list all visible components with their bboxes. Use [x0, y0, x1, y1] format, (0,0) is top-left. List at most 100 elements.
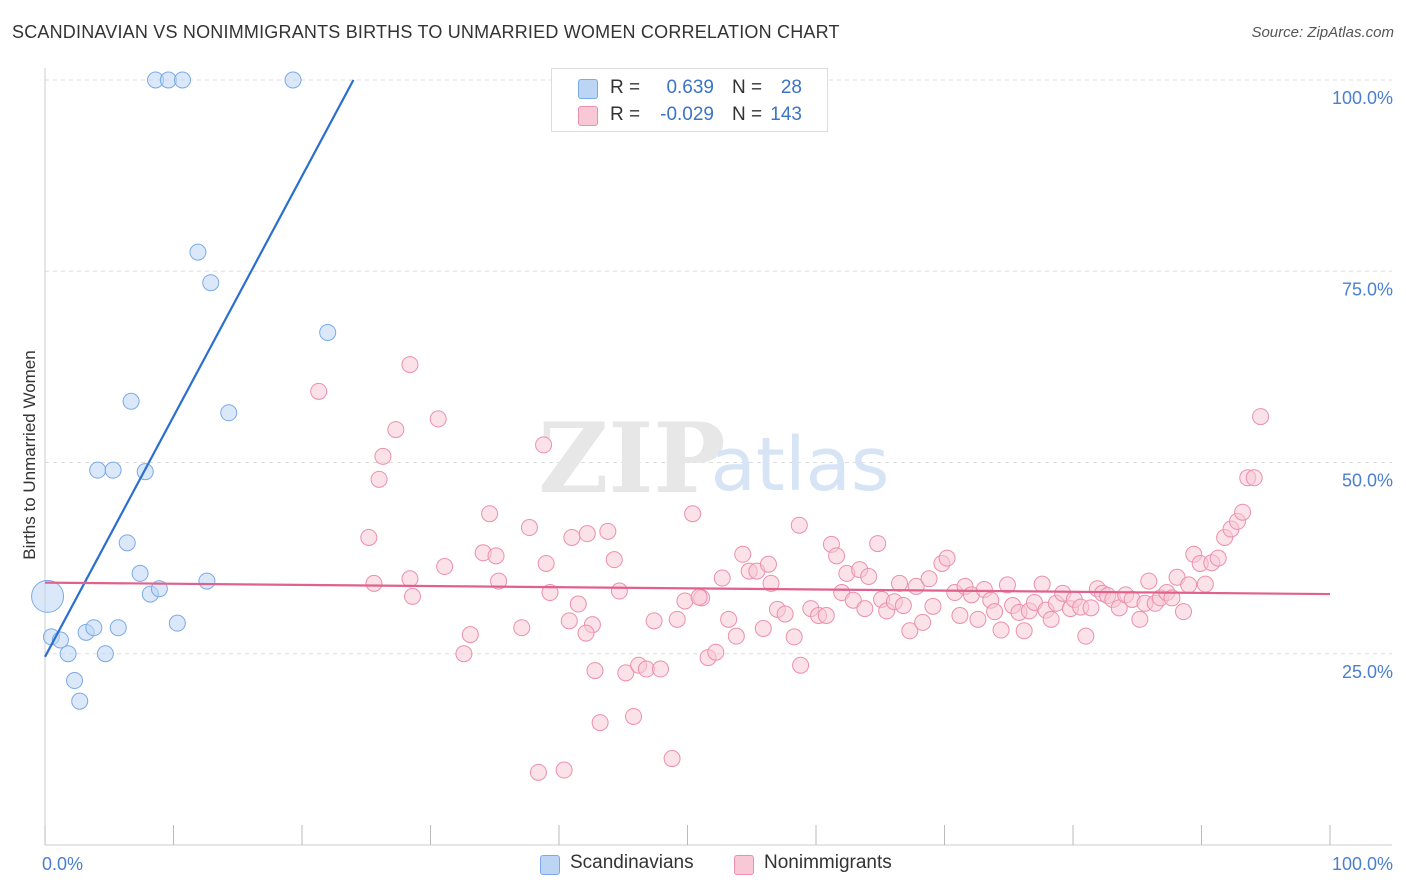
nonimmigrants-point [436, 558, 454, 576]
nonimmigrants-point [537, 554, 555, 572]
nonimmigrants-point [914, 613, 932, 631]
nonimmigrants-point [1042, 610, 1060, 628]
axes [44, 68, 1392, 846]
scandinavians-point [173, 71, 191, 89]
nonimmigrants-point [891, 574, 909, 592]
nonimmigrants-point [370, 470, 388, 488]
nonimmigrants-point [776, 605, 794, 623]
nonimmigrants-point [404, 587, 422, 605]
scandinavians-point [31, 579, 65, 613]
nonimmigrants-point [1245, 469, 1263, 487]
watermark: ZIP atlas [538, 402, 889, 515]
nonimmigrants-point [951, 607, 969, 624]
nonimmigrants-point [560, 612, 578, 630]
legend-r-value: 0.639 [666, 77, 714, 98]
watermark-atlas: atlas [711, 422, 890, 508]
scandinavians-point [159, 71, 177, 89]
nonimmigrants-point [1033, 575, 1051, 593]
nonimmigrants-point [792, 656, 810, 674]
nonimmigrants-point [401, 356, 419, 374]
nonimmigrants-point [481, 505, 499, 523]
series-legend-swatch-pink [734, 855, 754, 875]
legend-row-scandinavians: R = 0.639 N = 28 [552, 75, 827, 101]
nonimmigrants-point [374, 447, 392, 465]
nonimmigrants-point [1163, 589, 1181, 607]
nonimmigrants-point [577, 624, 595, 642]
nonimmigrants-point [429, 410, 447, 428]
nonimmigrants-point [365, 574, 383, 592]
legend-r-label: R = [610, 104, 641, 125]
scandinavians-point [109, 619, 127, 637]
legend-swatch-blue [578, 79, 598, 99]
legend-n-value: 143 [770, 104, 802, 125]
legend-n-label: N = [732, 77, 763, 98]
nonimmigrants-point [555, 761, 573, 779]
nonimmigrants-point [998, 576, 1016, 594]
nonimmigrants-point [520, 519, 538, 537]
scandinavians-point [96, 645, 114, 663]
scandinavians-point [136, 463, 154, 481]
nonimmigrants-point [785, 628, 803, 646]
nonimmigrants-point [920, 570, 938, 588]
scandinavians-point [202, 274, 220, 292]
nonimmigrants-point [1209, 549, 1227, 567]
series-legend-swatch-blue [540, 855, 560, 875]
nonimmigrants-point [762, 574, 780, 592]
series-legend-scandinavians: Scandinavians [570, 852, 694, 873]
scandinavians-point [189, 243, 207, 261]
nonimmigrants-point [529, 763, 547, 781]
scandinavians-trend-line [44, 79, 355, 658]
nonimmigrants-point [727, 627, 745, 645]
nonimmigrants-point [754, 620, 772, 638]
watermark-zip: ZIP [538, 402, 725, 515]
nonimmigrants-point [1196, 575, 1214, 593]
nonimmigrants-point [759, 555, 777, 573]
nonimmigrants-point [360, 528, 378, 546]
nonimmigrants-point [535, 436, 553, 454]
nonimmigrants-point [860, 567, 878, 585]
nonimmigrants-point [310, 382, 328, 400]
nonimmigrants-point [455, 645, 473, 663]
nonimmigrants-point [668, 610, 686, 628]
legend-n-value: 28 [780, 77, 802, 98]
nonimmigrants-point [541, 584, 559, 602]
nonimmigrants-point [487, 547, 505, 565]
y-tick-label-50: 50.0% [1342, 471, 1393, 491]
chart-title: SCANDINAVIAN VS NONIMMIGRANTS BIRTHS TO … [12, 22, 840, 42]
legend-r-label: R = [610, 77, 641, 98]
nonimmigrants-point [1131, 610, 1149, 628]
nonimmigrants-point [617, 664, 635, 682]
nonimmigrants-point [1140, 572, 1158, 590]
nonimmigrants-point [461, 626, 479, 644]
legend-swatch-pink [578, 106, 598, 126]
nonimmigrants-points [310, 356, 1270, 781]
nonimmigrants-point [605, 551, 623, 569]
y-tick-label-25: 25.0% [1342, 662, 1393, 682]
legend-r-value: -0.029 [660, 104, 714, 125]
series-legend-nonimmigrants: Nonimmigrants [764, 852, 892, 873]
source-label: Source: ZipAtlas.com [1251, 24, 1394, 41]
axis-labels: 25.0% 50.0% 75.0% 100.0% 0.0% 100.0% [42, 88, 1393, 874]
nonimmigrants-point [599, 522, 617, 540]
legend-n-label: N = [732, 104, 763, 125]
nonimmigrants-point [856, 600, 874, 618]
series-legend: Scandinavians Nonimmigrants [0, 852, 1406, 878]
nonimmigrants-point [986, 603, 1004, 621]
nonimmigrants-point [734, 545, 752, 563]
nonimmigrants-point [490, 572, 508, 590]
scandinavians-point [85, 619, 103, 637]
nonimmigrants-point [663, 750, 681, 768]
nonimmigrants-point [1252, 408, 1270, 426]
scandinavians-point [118, 534, 136, 552]
nonimmigrants-point [690, 588, 708, 606]
y-tick-label-100: 100.0% [1332, 88, 1393, 108]
nonimmigrants-point [569, 595, 587, 613]
nonimmigrants-point [610, 582, 628, 600]
scandinavians-point [71, 692, 89, 710]
nonimmigrants-point [586, 662, 604, 680]
nonimmigrants-point [578, 525, 596, 543]
nonimmigrants-point [1077, 627, 1095, 645]
nonimmigrants-trend-line [44, 581, 1331, 596]
x-tick-label-0: 0.0% [42, 854, 83, 874]
nonimmigrants-point [828, 547, 846, 565]
